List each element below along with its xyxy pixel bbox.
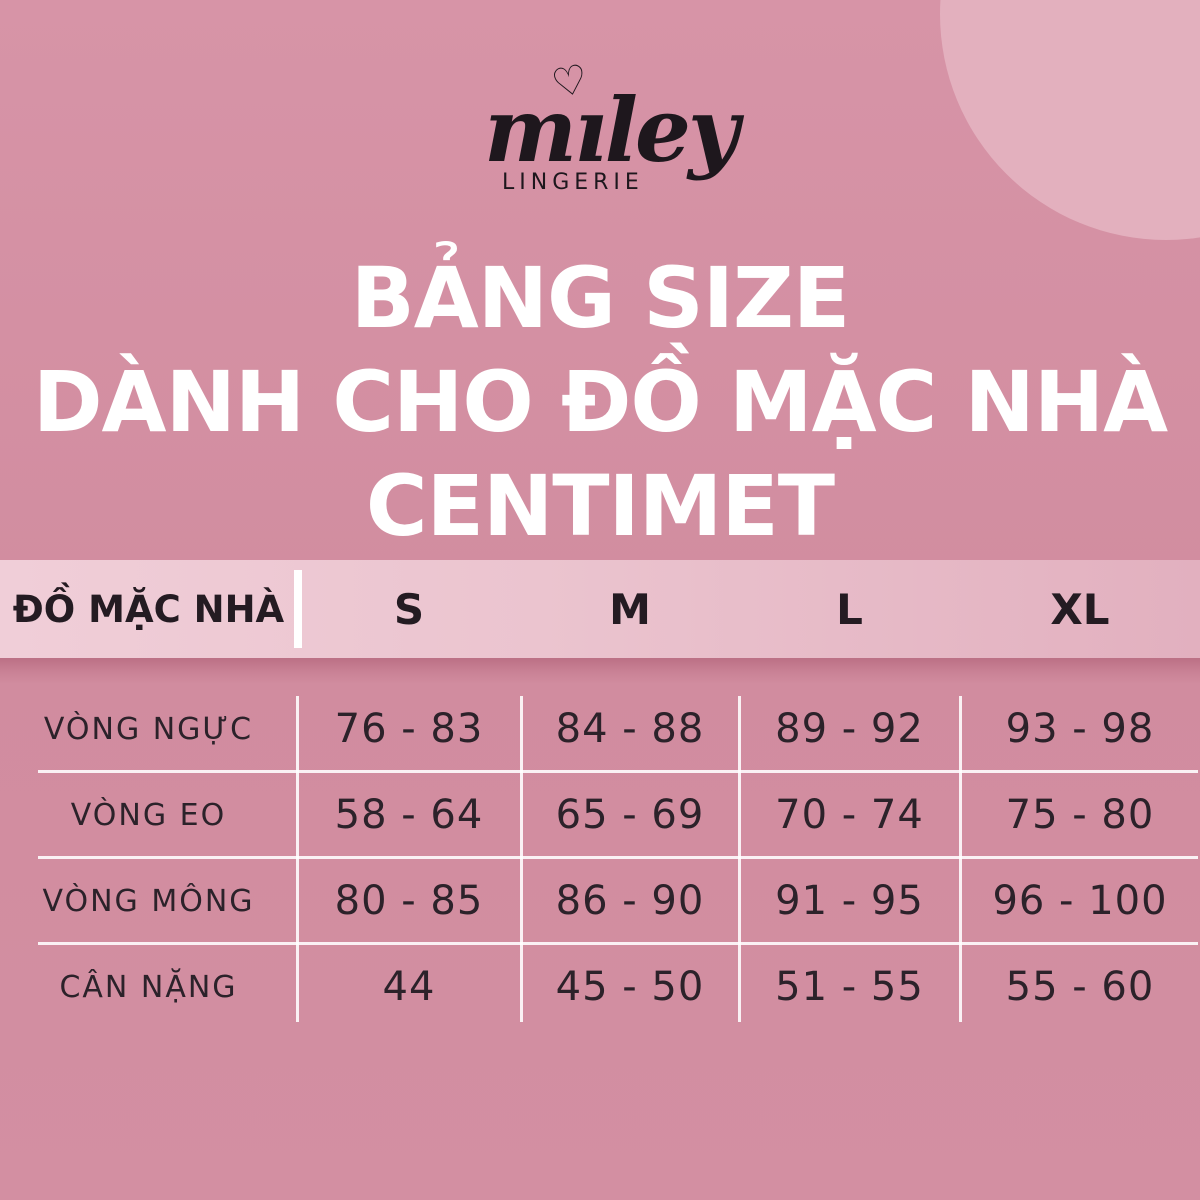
title-line-3: CENTIMET	[365, 457, 835, 555]
brand-subtitle: LINGERIE	[502, 170, 644, 195]
column-header-size-xl: XL	[1050, 584, 1110, 634]
wordmark-part-ley: ley	[604, 78, 740, 182]
grid-vline-1	[296, 696, 299, 1022]
row-label-weight: CÂN NẶNG	[59, 969, 238, 1005]
wordmark-part-i: ı	[574, 78, 607, 182]
grid-hline-1	[38, 770, 1198, 773]
grid-vline-2	[520, 696, 523, 1022]
wordmark-part-m: m	[484, 78, 577, 182]
cell-waist-m: 65 - 69	[555, 792, 705, 838]
grid-vline-3	[738, 696, 741, 1022]
cell-weight-s: 44	[382, 964, 436, 1010]
decorative-corner-circle	[940, 0, 1200, 240]
row-label-waist: VÒNG EO	[70, 797, 227, 833]
cell-waist-s: 58 - 64	[334, 792, 484, 838]
cell-hips-m: 86 - 90	[555, 878, 705, 924]
row-label-bust: VÒNG NGỰC	[43, 711, 254, 747]
row-label-hips: VÒNG MÔNG	[42, 883, 255, 919]
heart-icon: ♡	[547, 55, 593, 109]
cell-hips-l: 91 - 95	[775, 878, 924, 924]
column-header-size-s: S	[393, 584, 425, 634]
cell-bust-m: 84 - 88	[555, 706, 705, 752]
column-header-category: ĐỒ MẶC NHÀ	[12, 587, 285, 631]
cell-hips-xl: 96 - 100	[992, 878, 1168, 924]
cell-weight-m: 45 - 50	[555, 964, 705, 1010]
cell-bust-xl: 93 - 98	[1005, 706, 1155, 752]
table-header-band	[0, 560, 1200, 658]
grid-vline-4	[959, 696, 962, 1022]
grid-hline-3	[38, 942, 1198, 945]
header-divider-line	[294, 570, 302, 648]
column-header-size-l: L	[836, 584, 863, 634]
title-line-1: BẢNG SIZE	[350, 249, 851, 347]
grid-hline-2	[38, 856, 1198, 859]
cell-bust-l: 89 - 92	[775, 706, 924, 752]
cell-weight-l: 51 - 55	[775, 964, 924, 1010]
cell-weight-xl: 55 - 60	[1005, 964, 1155, 1010]
cell-hips-s: 80 - 85	[334, 878, 484, 924]
poster-title: BẢNG SIZE DÀNH CHO ĐỒ MẶC NHÀ CENTIMET	[0, 246, 1200, 558]
cell-bust-s: 76 - 83	[334, 706, 484, 752]
cell-waist-xl: 75 - 80	[1005, 792, 1155, 838]
table-header-shadow	[0, 658, 1200, 684]
cell-waist-l: 70 - 74	[775, 792, 924, 838]
column-header-size-m: M	[609, 584, 651, 634]
brand-wordmark: mıley	[484, 86, 739, 174]
title-line-2: DÀNH CHO ĐỒ MẶC NHÀ	[32, 353, 1168, 451]
brand-logo: mıley ♡ LINGERIE	[478, 48, 798, 238]
